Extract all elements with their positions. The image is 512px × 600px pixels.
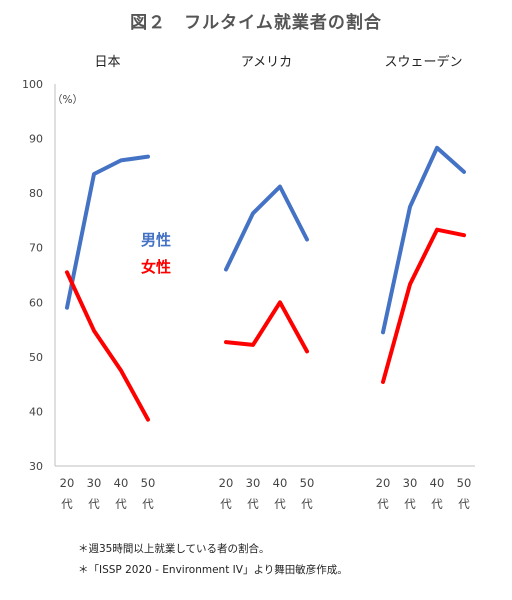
x-tick-label: 50 bbox=[141, 476, 156, 490]
legend-male: 男性 bbox=[141, 231, 171, 249]
x-tick-suffix: 代 bbox=[431, 497, 443, 511]
x-tick-suffix: 代 bbox=[274, 497, 286, 511]
y-tick-label: 80 bbox=[29, 187, 43, 200]
series-line-male bbox=[65, 154, 150, 310]
x-tick-suffix: 代 bbox=[458, 497, 470, 511]
y-tick-label: 50 bbox=[29, 351, 43, 364]
x-tick-label: 30 bbox=[87, 476, 102, 490]
panel-title: 日本 bbox=[94, 55, 120, 70]
panel-title: アメリカ bbox=[241, 55, 292, 70]
x-tick-suffix: 代 bbox=[142, 497, 154, 511]
x-tick-suffix: 代 bbox=[247, 497, 259, 511]
x-tick-suffix: 代 bbox=[61, 497, 73, 511]
x-tick-suffix: 代 bbox=[404, 497, 416, 511]
x-tick-label: 30 bbox=[246, 476, 261, 490]
panel-title: スウェーデン bbox=[384, 54, 462, 70]
legend-female: 女性 bbox=[141, 258, 171, 276]
footnote-definition: ＊週35時間以上就業している者の割合。 bbox=[78, 543, 270, 555]
series-line-female bbox=[65, 270, 150, 422]
x-tick-label: 40 bbox=[114, 476, 129, 490]
y-tick-label: 60 bbox=[29, 296, 43, 309]
series-line-male bbox=[224, 184, 309, 272]
chart-title: 図２ フルタイム就業者の割合 bbox=[130, 13, 382, 33]
x-tick-label: 20 bbox=[219, 476, 234, 490]
x-tick-label: 40 bbox=[430, 476, 445, 490]
y-tick-label: 90 bbox=[29, 133, 43, 146]
x-tick-suffix: 代 bbox=[220, 497, 232, 511]
x-tick-suffix: 代 bbox=[88, 497, 100, 511]
x-tick-suffix: 代 bbox=[115, 497, 127, 511]
x-tick-suffix: 代 bbox=[301, 497, 313, 511]
series-line-male bbox=[381, 145, 466, 335]
x-tick-label: 20 bbox=[376, 476, 391, 490]
x-tick-suffix: 代 bbox=[377, 497, 389, 511]
y-axis-label: （%） bbox=[52, 94, 83, 106]
chart-labels: 30 40 50 60 70 80 90 100 （%） 日本 20 代 30 代 40 代 50 代 アメリカ 20… bbox=[22, 54, 471, 511]
x-tick-label: 20 bbox=[60, 476, 75, 490]
series-line-female bbox=[381, 227, 466, 384]
x-tick-label: 40 bbox=[273, 476, 288, 490]
x-tick-label: 50 bbox=[300, 476, 315, 490]
x-tick-label: 50 bbox=[457, 476, 472, 490]
footnote-source: ＊「ISSP 2020 - Environment IV」より舞田敏彦作成。 bbox=[78, 564, 348, 576]
y-tick-label: 40 bbox=[29, 405, 43, 418]
y-tick-label: 30 bbox=[29, 460, 43, 473]
x-tick-label: 30 bbox=[403, 476, 418, 490]
series-line-female bbox=[224, 300, 309, 354]
axes bbox=[54, 84, 475, 467]
y-tick-label: 70 bbox=[29, 242, 43, 255]
y-tick-label: 100 bbox=[22, 78, 43, 91]
series-lines bbox=[65, 145, 466, 422]
